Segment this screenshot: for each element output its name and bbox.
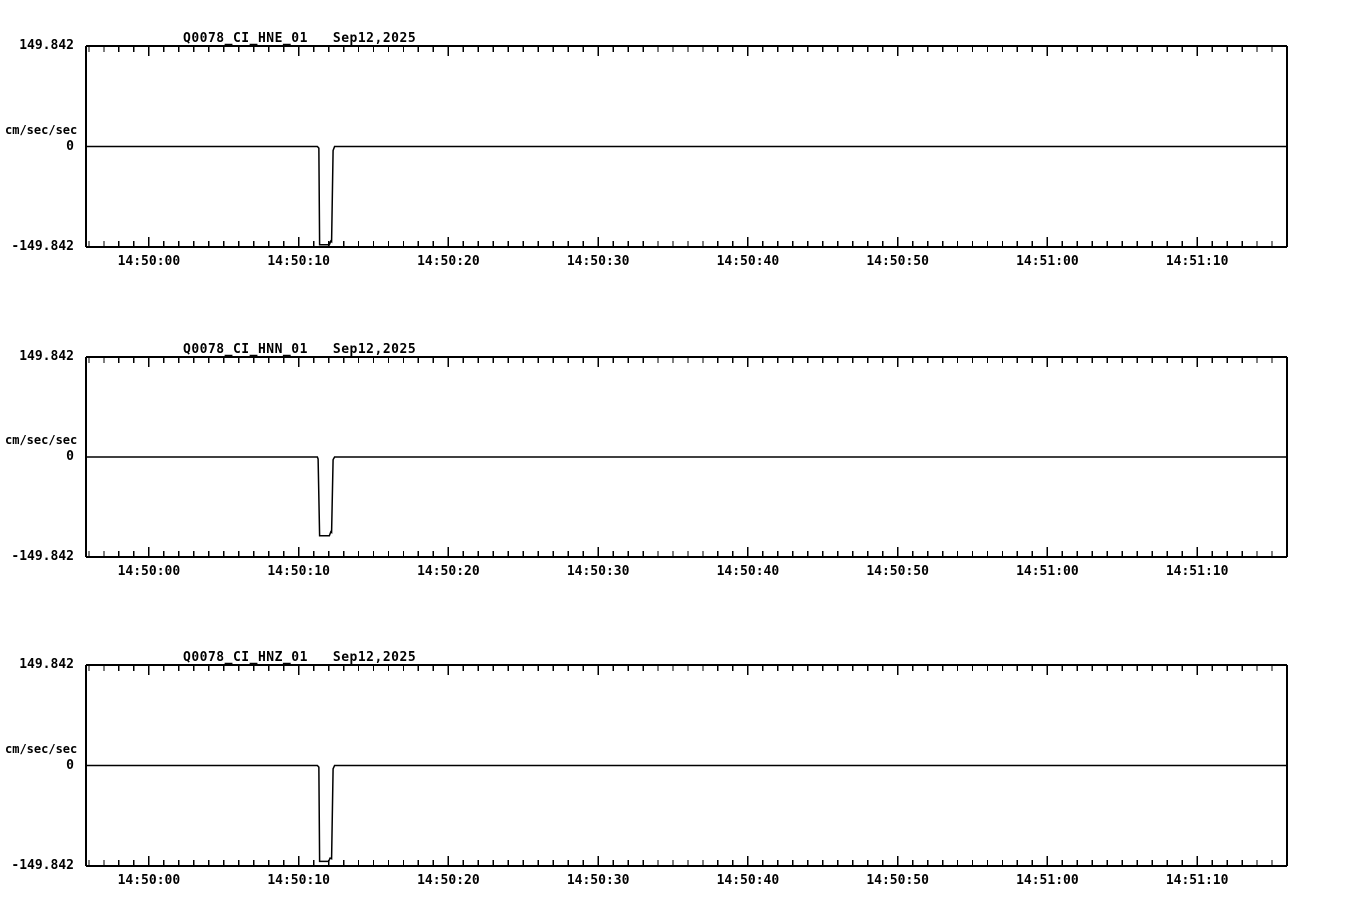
y-tick-label: 149.842 — [19, 38, 74, 53]
y-tick-label: 0 — [66, 757, 74, 773]
x-tick-label: 14:50:00 — [117, 564, 181, 579]
x-tick-label: 14:50:30 — [566, 254, 630, 269]
y-tick-label: 149.842 — [19, 349, 74, 364]
x-tick-label: 14:50:00 — [117, 254, 181, 269]
waveform-trace — [86, 456, 1287, 537]
y-tick-label: 0 — [66, 449, 74, 464]
x-tick-label: 14:50:40 — [716, 873, 780, 888]
x-tick-label: 14:50:20 — [417, 564, 480, 579]
plot-area — [85, 664, 1288, 867]
y-tick-label: -149.842 — [11, 858, 74, 873]
y-tick-label: 149.842 — [19, 657, 74, 672]
waveform-trace — [86, 145, 1287, 246]
x-tick-label: 14:50:10 — [267, 254, 330, 269]
x-tick-label: 14:51:10 — [1165, 564, 1229, 579]
y-axis-unit-label: cm/sec/sec — [5, 433, 78, 447]
plot-title: Q0078_CI_HNE_01 Sep12,2025 — [183, 31, 417, 46]
x-tick-label: 14:50:20 — [417, 873, 480, 888]
x-tick-label: 14:50:20 — [417, 254, 480, 269]
y-axis-unit-label: cm/sec/sec — [5, 741, 78, 756]
x-tick-label: 14:51:00 — [1016, 873, 1079, 888]
x-tick-label: 14:50:40 — [716, 254, 780, 269]
x-tick-label: 14:50:30 — [566, 873, 630, 888]
plot-area — [85, 356, 1288, 558]
plot-title: Q0078_CI_HNN_01 Sep12,2025 — [183, 342, 417, 357]
x-tick-label: 14:51:00 — [1016, 564, 1079, 579]
x-tick-label: 14:50:50 — [866, 254, 929, 269]
x-tick-label: 14:50:30 — [566, 564, 630, 579]
waveform-trace — [86, 764, 1287, 863]
y-tick-label: -149.842 — [11, 549, 74, 564]
x-tick-label: 14:51:10 — [1165, 873, 1229, 888]
x-tick-label: 14:50:10 — [267, 564, 330, 579]
x-tick-label: 14:50:50 — [866, 564, 929, 579]
y-axis-unit-label: cm/sec/sec — [5, 122, 78, 137]
x-tick-label: 14:50:00 — [117, 873, 181, 888]
x-tick-label: 14:50:50 — [866, 873, 929, 888]
plot-title: Q0078_CI_HNZ_01 Sep12,2025 — [183, 650, 417, 665]
x-tick-label: 14:51:10 — [1165, 254, 1229, 269]
x-tick-label: 14:50:40 — [716, 564, 780, 579]
y-tick-label: 0 — [66, 138, 74, 154]
plot-area — [85, 45, 1288, 248]
x-tick-label: 14:50:10 — [267, 873, 330, 888]
y-tick-label: -149.842 — [11, 239, 74, 254]
x-tick-label: 14:51:00 — [1016, 254, 1079, 269]
